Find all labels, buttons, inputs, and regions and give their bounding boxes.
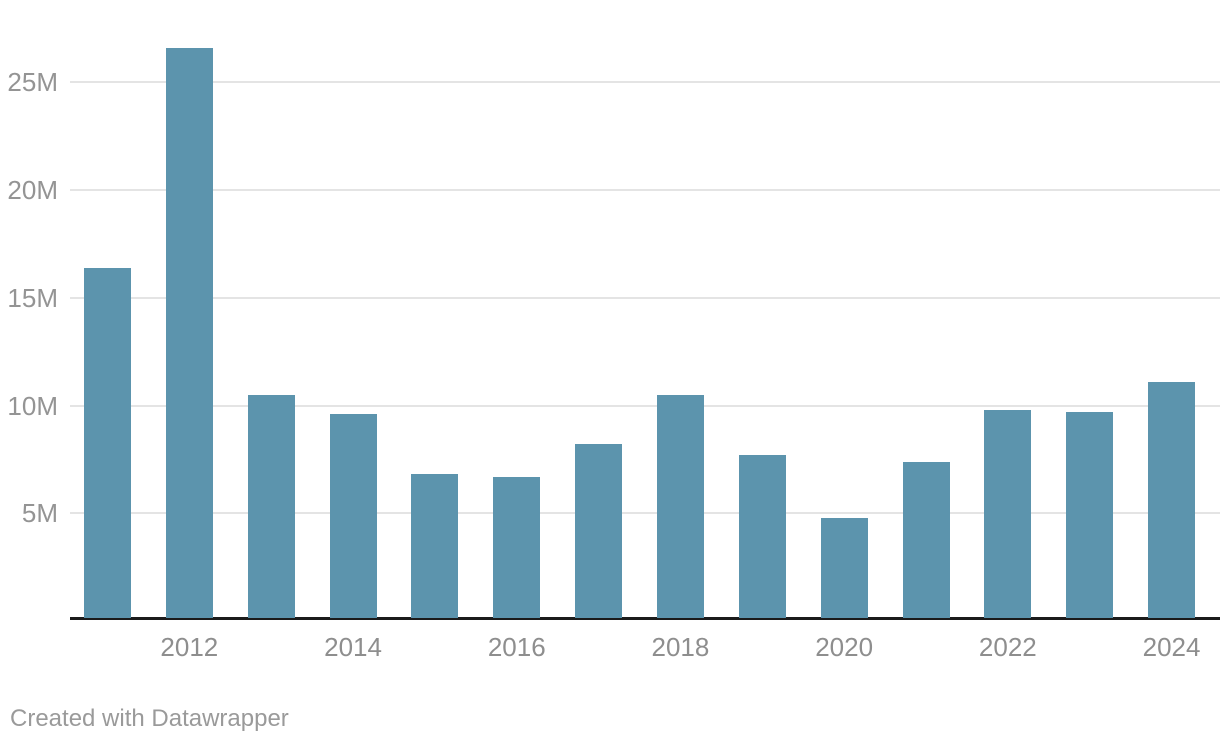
bar-2020[interactable] [820, 517, 868, 619]
x-axis-tick-label-2020: 2020 [815, 632, 874, 662]
x-axis-tick-label-2012: 2012 [160, 632, 219, 662]
gridline-20M [70, 189, 1220, 191]
gridline-5M [70, 512, 1220, 515]
bar-2016[interactable] [493, 476, 541, 619]
bar-2024[interactable] [1148, 381, 1196, 619]
bar-2015[interactable] [411, 474, 459, 619]
x-axis-line [70, 617, 1220, 620]
x-axis-tick-label-2018: 2018 [651, 632, 710, 662]
bar-2019[interactable] [738, 455, 786, 619]
x-axis-tick-label-2024: 2024 [1142, 632, 1201, 662]
bar-2017[interactable] [575, 444, 623, 619]
gridline-10M [70, 404, 1220, 407]
bar-2011[interactable] [84, 267, 131, 619]
bar-2022[interactable] [984, 409, 1032, 619]
bar-2012[interactable] [165, 47, 213, 619]
y-axis-tick-label: 5M [21, 498, 58, 529]
bar-2021[interactable] [902, 461, 950, 619]
x-axis-tick-label-2016: 2016 [487, 632, 546, 662]
bar-2018[interactable] [656, 394, 704, 619]
y-axis-tick-label: 20M [7, 175, 58, 205]
datawrapper-attribution-link[interactable]: Created with Datawrapper [10, 705, 289, 732]
x-axis-tick-label-2014: 2014 [324, 632, 382, 662]
y-axis-tick-label: 10M [7, 390, 58, 421]
y-axis-tick-label: 25M [7, 67, 58, 98]
gridline-15M [70, 296, 1220, 299]
x-axis-tick-label-2022: 2022 [978, 632, 1037, 662]
bar-2014[interactable] [329, 414, 377, 619]
bar-2013[interactable] [247, 394, 295, 619]
bar-chart: 5M 10M 15M 20M 25M 2012 2014 2016 2018 2020 2022 20… [7, 47, 1220, 662]
y-axis-tick-label: 15M [7, 282, 58, 313]
bar-2023[interactable] [1066, 411, 1114, 619]
gridline-25M [70, 81, 1220, 84]
